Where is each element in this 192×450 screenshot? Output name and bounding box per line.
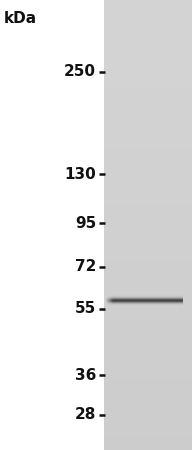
Text: 36: 36 xyxy=(75,368,96,383)
Text: 250: 250 xyxy=(64,64,96,79)
Text: 95: 95 xyxy=(75,216,96,231)
Text: 72: 72 xyxy=(75,259,96,274)
Text: 130: 130 xyxy=(64,167,96,182)
Text: 55: 55 xyxy=(75,302,96,316)
Text: 28: 28 xyxy=(75,407,96,422)
Text: kDa: kDa xyxy=(4,11,37,26)
